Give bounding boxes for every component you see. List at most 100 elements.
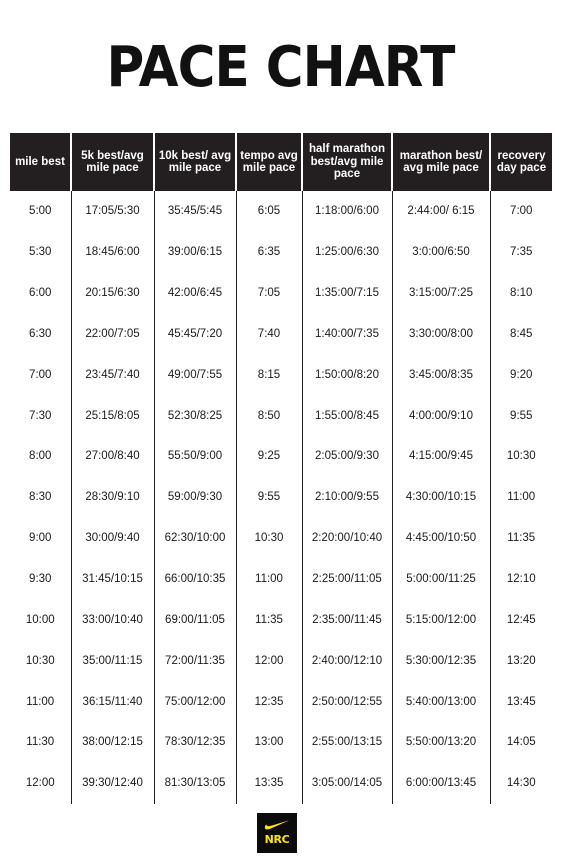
marathon-pace-cell: 5:50:00/13:20 [391,721,490,763]
tempo-pace-cell: 7:05 [235,272,302,314]
5k-pace-cell: 38:00/12:15 [70,721,154,763]
10k-pace-cell: 55:50/9:00 [153,436,236,477]
recovery-pace-cell: 9:55 [489,395,552,437]
half-marathon-pace-cell: 1:25:00/6:30 [301,231,392,273]
table-row: 9:30 31:45/10:15 66:00/10:35 11:00 2:25:00/1… [10,558,552,600]
mile-best-cell: 7:30 [29,409,52,422]
table-row: 10:00 33:00/10:40 69:00/11:05 11:35 2:35:00/… [10,599,552,641]
recovery-pace-cell: 8:45 [489,313,552,355]
10k-pace-cell: 81:30/13:05 [153,762,236,804]
10k-pace-cell: 72:00/11:35 [153,640,236,682]
half-marathon-pace-cell: 1:18:00/6:00 [301,191,392,232]
pace-table: mile best 5k best/avg mile pace 10k best… [10,133,552,804]
5k-pace-cell: 18:45/6:00 [70,231,154,273]
tempo-pace-cell: 8:15 [235,354,302,396]
marathon-pace-cell: 5:00:00/11:25 [391,558,490,600]
10k-pace-cell: 75:00/12:00 [153,681,236,722]
mile-best-cell: 10:30 [25,654,55,667]
10k-pace-cell: 45:45/7:20 [153,313,236,355]
5k-pace-cell: 35:00/11:15 [70,640,154,682]
5k-pace-cell: 39:30/12:40 [70,762,154,804]
recovery-pace-cell: 11:00 [489,476,552,518]
recovery-pace-cell: 14:05 [489,721,552,763]
table-row: 7:30 25:15/8:05 52:30/8:25 8:50 1:55:00/8:45… [10,395,552,437]
table-row: 5:30 18:45/6:00 39:00/6:15 6:35 1:25:00/6:30… [10,231,552,273]
mile-best-cell: 5:00 [29,205,52,218]
column-header-mile-best: mile best [10,133,71,191]
tempo-pace-cell: 9:55 [235,476,302,518]
5k-pace-cell: 23:45/7:40 [70,354,154,396]
table-row: 5:00 17:05/5:30 35:45/5:45 6:05 1:18:00/6:00… [10,191,552,232]
half-marathon-pace-cell: 2:20:00/10:40 [301,517,392,559]
recovery-pace-cell: 14:30 [489,762,552,804]
half-marathon-pace-cell: 2:25:00/11:05 [301,558,392,600]
column-header-recovery: recovery day pace [489,133,552,191]
5k-pace-cell: 17:05/5:30 [70,191,154,232]
mile-best-cell: 6:00 [29,287,52,300]
recovery-pace-cell: 12:45 [489,599,552,641]
5k-pace-cell: 31:45/10:15 [70,558,154,600]
10k-pace-cell: 39:00/6:15 [153,231,236,273]
marathon-pace-cell: 4:30:00/10:15 [391,476,490,518]
recovery-pace-cell: 11:35 [489,517,552,559]
5k-pace-cell: 20:15/6:30 [70,272,154,314]
5k-pace-cell: 33:00/10:40 [70,599,154,641]
recovery-pace-cell: 13:20 [489,640,552,682]
column-header-half-marathon: half marathon best/avg mile pace [301,133,392,191]
table-row: 9:00 30:00/9:40 62:30/10:00 10:30 2:20:00/10… [10,517,552,559]
half-marathon-pace-cell: 1:50:00/8:20 [301,354,392,396]
marathon-pace-cell: 3:30:00/8:00 [391,313,490,355]
marathon-pace-cell: 6:00:00/13:45 [391,762,490,804]
half-marathon-pace-cell: 1:40:00/7:35 [301,313,392,355]
tempo-pace-cell: 12:00 [235,640,302,682]
table-row: 8:30 28:30/9:10 59:00/9:30 9:55 2:10:00/9:55… [10,476,552,518]
table-row: 8:00 27:00/8:40 55:50/9:00 9:25 2:05:00/9:30… [10,436,552,477]
half-marathon-pace-cell: 2:35:00/11:45 [301,599,392,641]
tempo-pace-cell: 13:00 [235,721,302,763]
marathon-pace-cell: 3:0:00/6:50 [391,231,490,273]
mile-best-cell: 10:00 [25,613,55,626]
tempo-pace-cell: 11:00 [235,558,302,600]
table-row: 6:00 20:15/6:30 42:00/6:45 7:05 1:35:00/7:15… [10,272,552,314]
half-marathon-pace-cell: 1:35:00/7:15 [301,272,392,314]
table-row: 11:00 36:15/11:40 75:00/12:00 12:35 2:50:00/… [10,681,552,722]
tempo-pace-cell: 6:05 [235,191,302,232]
tempo-pace-cell: 7:40 [235,313,302,355]
recovery-pace-cell: 7:00 [489,191,552,232]
half-marathon-pace-cell: 3:05:00/14:05 [301,762,392,804]
table-row: 12:00 39:30/12:40 81:30/13:05 13:35 3:05:00/… [10,762,552,804]
10k-pace-cell: 59:00/9:30 [153,476,236,518]
10k-pace-cell: 62:30/10:00 [153,517,236,559]
10k-pace-cell: 66:00/10:35 [153,558,236,600]
10k-pace-cell: 78:30/12:35 [153,721,236,763]
mile-best-cell: 8:30 [29,491,52,504]
half-marathon-pace-cell: 2:55:00/13:15 [301,721,392,763]
recovery-pace-cell: 9:20 [489,354,552,396]
5k-pace-cell: 25:15/8:05 [70,395,154,437]
recovery-pace-cell: 8:10 [489,272,552,314]
recovery-pace-cell: 10:30 [489,436,552,477]
half-marathon-pace-cell: 2:10:00/9:55 [301,476,392,518]
5k-pace-cell: 30:00/9:40 [70,517,154,559]
5k-pace-cell: 28:30/9:10 [70,476,154,518]
marathon-pace-cell: 4:15:00/9:45 [391,436,490,477]
mile-best-cell: 11:30 [26,736,55,749]
mile-best-cell: 11:00 [26,695,55,708]
column-header-tempo: tempo avg mile pace [235,133,302,191]
marathon-pace-cell: 4:45:00/10:50 [391,517,490,559]
10k-pace-cell: 49:00/7:55 [153,354,236,396]
mile-best-cell: 9:00 [29,532,52,545]
tempo-pace-cell: 8:50 [235,395,302,437]
marathon-pace-cell: 2:44:00/ 6:15 [391,191,490,232]
table-row: 11:30 38:00/12:15 78:30/12:35 13:00 2:55:00/… [10,721,552,763]
half-marathon-pace-cell: 1:55:00/8:45 [301,395,392,437]
10k-pace-cell: 42:00/6:45 [153,272,236,314]
tempo-pace-cell: 10:30 [235,517,302,559]
marathon-pace-cell: 3:15:00/7:25 [391,272,490,314]
mile-best-cell: 7:00 [29,368,52,381]
mile-best-cell: 6:30 [29,327,52,340]
tempo-pace-cell: 12:35 [235,681,302,722]
column-header-5k: 5k best/avg mile pace [70,133,154,191]
half-marathon-pace-cell: 2:05:00/9:30 [301,436,392,477]
half-marathon-pace-cell: 2:50:00/12:55 [301,681,392,722]
